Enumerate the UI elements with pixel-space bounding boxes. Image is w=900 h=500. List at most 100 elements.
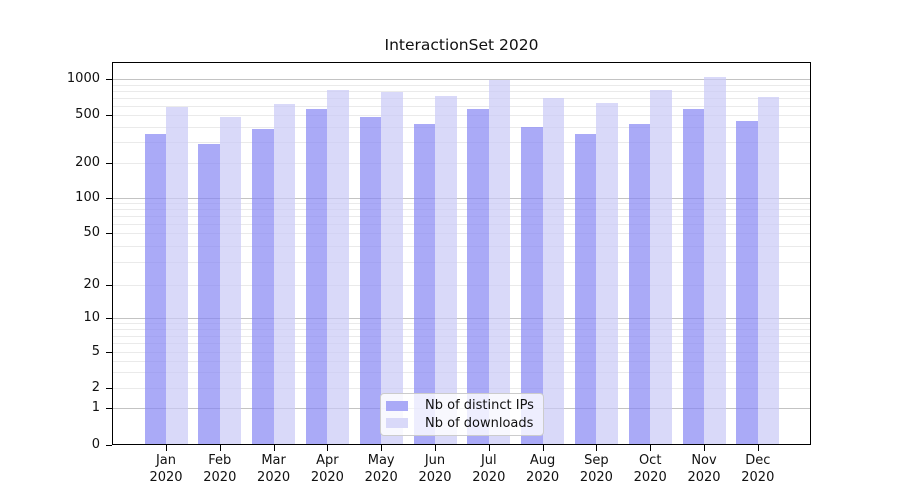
minor-gridline-50: [113, 233, 810, 234]
bar-downloads-mar: [273, 103, 296, 444]
x-tick-mark-may: [381, 445, 383, 451]
minor-gridline-4: [113, 360, 810, 362]
x-tick-label-feb: Feb 2020: [203, 453, 237, 485]
y-tick-label-50: 50: [83, 225, 100, 240]
minor-gridline-2: [113, 388, 810, 389]
x-tick-mark-feb: [219, 445, 221, 451]
legend-item-downloads: Nb of downloads: [386, 416, 535, 431]
x-tick-label-oct: Oct 2020: [633, 453, 667, 485]
y-tick-label-200: 200: [75, 155, 100, 170]
x-tick-mark-jul: [488, 445, 490, 451]
x-tick-label-jun: Jun 2020: [418, 453, 452, 485]
minor-gridline-7: [113, 335, 810, 337]
x-tick-mark-aug: [542, 445, 544, 451]
major-gridline-100: [113, 198, 810, 199]
bar-distinct-ips-oct: [628, 124, 651, 444]
bar-downloads-apr: [327, 89, 349, 444]
minor-gridline-6: [113, 343, 810, 345]
minor-gridline-400: [113, 126, 810, 128]
minor-gridline-70: [113, 216, 810, 217]
x-tick-label-sep: Sep 2020: [579, 453, 613, 485]
bar-downloads-jul: [488, 80, 511, 444]
legend-swatch-downloads: [386, 418, 408, 429]
bar-downloads-jan: [166, 107, 188, 444]
bar-distinct-ips-nov: [682, 109, 704, 444]
chart-title: InteractionSet 2020: [384, 36, 539, 54]
bar-distinct-ips-dec: [736, 120, 758, 444]
x-tick-label-aug: Aug 2020: [526, 453, 560, 485]
y-tick-mark-1000: [106, 79, 112, 80]
y-tick-mark-20: [106, 285, 112, 286]
minor-gridline-80: [113, 209, 810, 211]
bar-downloads-sep: [596, 103, 618, 444]
major-gridline-10: [113, 318, 810, 319]
bar-distinct-ips-may: [359, 117, 382, 444]
y-tick-mark-100: [106, 198, 112, 199]
x-tick-mark-nov: [704, 445, 705, 451]
x-tick-mark-jan: [166, 445, 167, 451]
x-tick-label-jul: Jul 2020: [472, 453, 506, 485]
y-tick-mark-500: [106, 115, 112, 116]
x-tick-mark-oct: [650, 445, 652, 451]
x-tick-mark-jun: [435, 445, 436, 451]
minor-gridline-9: [113, 323, 810, 325]
y-tick-mark-10: [106, 318, 112, 319]
minor-gridline-3: [113, 372, 810, 374]
bar-distinct-ips-jun: [413, 124, 435, 444]
y-tick-label-1: 1: [91, 400, 100, 415]
y-tick-mark-200: [106, 163, 112, 164]
y-tick-label-20: 20: [83, 277, 100, 292]
bar-distinct-ips-aug: [521, 126, 543, 444]
bar-distinct-ips-feb: [198, 143, 220, 444]
bar-distinct-ips-jul: [467, 109, 489, 444]
y-tick-label-5: 5: [91, 344, 100, 359]
x-tick-mark-apr: [327, 445, 329, 451]
legend: Nb of distinct IPs Nb of downloads: [380, 393, 544, 436]
legend-swatch-distinct-ips: [386, 400, 408, 411]
x-tick-mark-mar: [273, 445, 275, 451]
minor-gridline-60: [113, 223, 810, 225]
y-tick-mark-50: [106, 233, 112, 234]
minor-gridline-90: [113, 203, 810, 205]
bar-distinct-ips-mar: [252, 129, 274, 444]
y-tick-mark-0: [106, 444, 112, 446]
bar-downloads-feb: [219, 117, 242, 444]
legend-label-downloads: Nb of downloads: [425, 415, 534, 431]
legend-item-distinct-ips: Nb of distinct IPs: [386, 398, 535, 413]
minor-gridline-20: [113, 285, 810, 286]
minor-gridline-200: [113, 163, 810, 164]
minor-gridline-600: [113, 105, 810, 107]
minor-gridline-700: [113, 97, 810, 99]
bar-downloads-dec: [757, 96, 780, 444]
bar-distinct-ips-apr: [305, 109, 328, 444]
bar-downloads-oct: [650, 89, 672, 444]
major-gridline-1000: [113, 79, 810, 80]
y-tick-mark-5: [106, 352, 112, 353]
minor-gridline-30: [113, 262, 810, 263]
minor-gridline-900: [113, 84, 810, 86]
x-tick-label-may: May 2020: [364, 453, 398, 485]
y-tick-label-500: 500: [75, 107, 100, 122]
x-tick-label-nov: Nov 2020: [687, 453, 721, 485]
x-tick-mark-dec: [757, 445, 759, 451]
minor-gridline-800: [113, 90, 810, 92]
bar-distinct-ips-jan: [144, 133, 166, 444]
legend-label-distinct-ips: Nb of distinct IPs: [425, 398, 534, 414]
y-tick-mark-2: [106, 388, 112, 389]
x-tick-label-apr: Apr 2020: [310, 453, 344, 485]
bar-downloads-jun: [435, 96, 457, 444]
y-tick-mark-1: [106, 408, 112, 409]
minor-gridline-500: [113, 115, 810, 116]
minor-gridline-8: [113, 328, 810, 330]
minor-gridline-40: [113, 245, 810, 247]
minor-gridline-5: [113, 352, 810, 353]
x-tick-mark-sep: [596, 445, 598, 451]
minor-gridline-300: [113, 141, 810, 143]
y-tick-label-0: 0: [91, 436, 100, 452]
bar-downloads-nov: [704, 77, 726, 444]
bar-downloads-may: [381, 91, 403, 444]
y-tick-label-100: 100: [75, 190, 100, 205]
x-tick-label-mar: Mar 2020: [257, 453, 291, 485]
bar-downloads-aug: [542, 98, 565, 444]
